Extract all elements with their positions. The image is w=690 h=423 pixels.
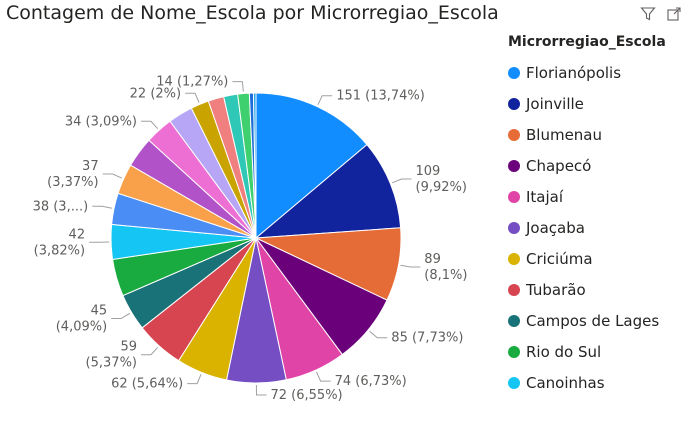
leader-line [92, 205, 113, 209]
legend-marker [508, 376, 520, 389]
legend-item[interactable]: Joaçaba [508, 212, 666, 243]
legend-label: Joinville [526, 94, 584, 113]
data-label: (5,37%) [86, 356, 137, 371]
filter-icon[interactable] [640, 6, 656, 22]
leader-line [185, 92, 200, 103]
data-label: 109 [416, 164, 441, 179]
legend-marker [508, 190, 520, 203]
leader-line [232, 81, 244, 92]
legend-item[interactable]: Florianópolis [508, 57, 666, 88]
data-label: 89 [424, 252, 441, 267]
pie-slice[interactable] [252, 92, 257, 239]
legend-item[interactable]: Blumenau [508, 119, 666, 150]
legend-marker [508, 252, 520, 265]
slice-labels: 151 (13,74%) 109(9,92%) 89(8,1%) 85 (7,73%)… [33, 75, 468, 403]
legend: Microrregiao_Escola Florianópolis Joinvil… [508, 34, 666, 398]
legend-marker [508, 66, 520, 79]
data-label: (4,09%) [56, 320, 107, 335]
data-label: (3,82%) [34, 243, 85, 258]
data-label: 34 (3,09%) [65, 114, 137, 129]
legend-label: Criciúma [526, 249, 593, 268]
legend-label: Joaçaba [526, 218, 585, 237]
data-label: 72 (6,55%) [271, 388, 343, 403]
legend-label: Rio do Sul [526, 342, 602, 361]
legend-label: Tubarão [526, 280, 586, 299]
leader-line [316, 371, 331, 382]
data-label: (9,92%) [416, 180, 467, 195]
leader-line [111, 312, 131, 319]
legend-label: Blumenau [526, 125, 603, 144]
leader-line [255, 384, 267, 396]
leader-line [317, 95, 333, 105]
data-label: 42 [69, 227, 86, 242]
leader-line [187, 374, 202, 385]
leader-line [141, 120, 159, 130]
legend-marker [508, 221, 520, 234]
legend-title: Microrregiao_Escola [508, 34, 666, 50]
data-label: 62 (5,64%) [111, 377, 183, 392]
leader-line [400, 264, 421, 268]
data-label: (8,1%) [424, 268, 467, 283]
data-label: 45 [91, 304, 108, 319]
legend-item[interactable]: Joinville [508, 88, 666, 119]
data-label: 14 (1,27%) [156, 75, 228, 90]
pie-slice[interactable] [254, 143, 402, 239]
legend-item[interactable]: Criciúma [508, 243, 666, 274]
legend-marker [508, 159, 520, 172]
leader-line [392, 178, 412, 184]
pie-slices [110, 92, 402, 384]
legend-marker [508, 97, 520, 110]
legend-item[interactable]: Tubarão [508, 274, 666, 305]
data-label: 151 (13,74%) [336, 89, 425, 104]
chart-title: Contagem de Nome_Escola por Microrregiao… [6, 2, 499, 24]
legend-marker [508, 314, 520, 327]
pie-slice[interactable] [255, 92, 368, 240]
visual-header-toolbar [640, 6, 682, 22]
data-label: 22 (2%) [130, 86, 181, 101]
legend-item[interactable]: Canoinhas [508, 367, 666, 398]
legend-marker [508, 283, 520, 296]
pie-chart: 151 (13,74%) 109(9,92%) 89(8,1%) 85 (7,73%)… [33, 75, 468, 403]
legend-marker [508, 128, 520, 141]
leader-lines [89, 81, 421, 396]
legend-item[interactable]: Itajaí [508, 181, 666, 212]
legend-marker [508, 345, 520, 358]
data-label: 59 [120, 340, 137, 355]
data-label: 37 [82, 159, 99, 174]
legend-label: Itajaí [526, 187, 564, 206]
legend-label: Florianópolis [526, 63, 622, 82]
data-label: 74 (6,73%) [335, 374, 407, 389]
legend-label: Canoinhas [526, 373, 605, 392]
legend-label: Chapecó [526, 156, 592, 175]
focus-mode-icon[interactable] [666, 6, 682, 22]
legend-label: Campos de Lages [526, 311, 660, 330]
leader-line [102, 173, 123, 179]
legend-item[interactable]: Campos de Lages [508, 305, 666, 336]
legend-item[interactable]: Rio do Sul [508, 336, 666, 367]
legend-item[interactable]: Chapecó [508, 150, 666, 181]
leader-line [141, 346, 159, 356]
data-label: (3,37%) [47, 175, 98, 190]
leader-line [369, 330, 388, 339]
data-label: 38 (3,...) [33, 199, 89, 214]
data-label: 85 (7,73%) [391, 331, 463, 346]
